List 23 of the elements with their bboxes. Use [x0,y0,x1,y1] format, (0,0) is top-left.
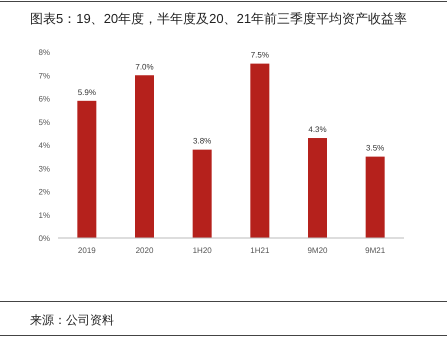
x-tick-label: 9M20 [307,246,328,255]
y-tick-label: 4% [38,141,50,150]
x-tick-label: 1H20 [192,246,212,255]
x-tick-label: 1H21 [250,246,270,255]
y-tick-label: 7% [38,71,50,80]
chart-title: 图表5：19、20年度，半年度及20、21年前三季度平均资产收益率 [30,11,408,26]
data-label: 7.0% [135,62,154,72]
y-tick-label: 0% [38,234,50,243]
y-tick-label: 2% [38,188,50,196]
y-tick-label: 3% [38,164,50,174]
y-tick-label: 5% [38,118,50,127]
data-label: 4.3% [308,125,327,134]
x-tick-label: 2019 [78,246,96,255]
x-tick-label: 2020 [136,246,154,255]
data-label: 3.8% [193,136,212,146]
y-tick-label: 6% [38,94,50,104]
source-note: 来源：公司资料 [30,313,114,327]
data-label: 3.5% [366,144,384,153]
x-tick-label: 9M21 [365,246,386,255]
y-tick-label: 8% [38,48,50,57]
data-label: 7.5% [250,50,269,60]
data-label: 5.9% [78,88,96,97]
y-tick-label: 1% [38,210,50,220]
